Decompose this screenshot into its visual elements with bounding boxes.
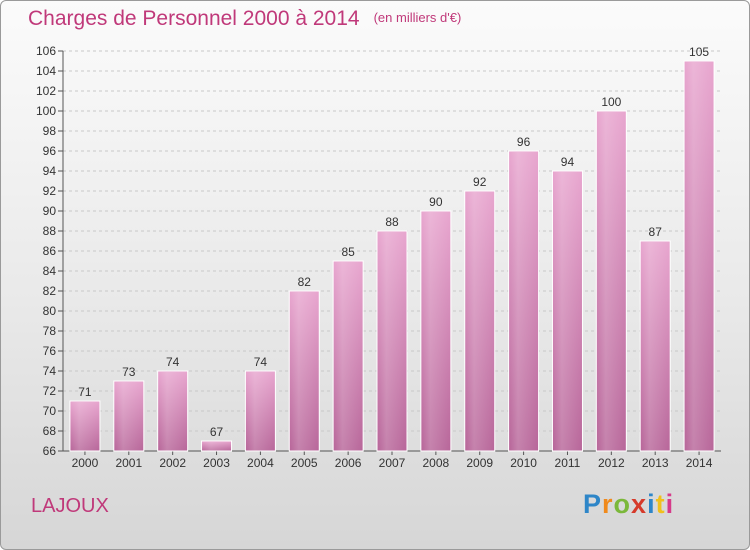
logo-letter: o bbox=[613, 489, 632, 519]
y-tick-label: 86 bbox=[43, 244, 57, 258]
x-tick-label: 2014 bbox=[686, 456, 713, 470]
y-tick-label: 74 bbox=[43, 364, 57, 378]
data-label-2006: 85 bbox=[341, 245, 355, 259]
y-tick-label: 78 bbox=[43, 324, 57, 338]
x-tick-label: 2008 bbox=[423, 456, 450, 470]
bar-shine-2013 bbox=[641, 242, 670, 451]
logo-letter: P bbox=[583, 489, 603, 519]
data-label-2013: 87 bbox=[649, 225, 663, 239]
x-tick-label: 2012 bbox=[598, 456, 625, 470]
y-tick-label: 68 bbox=[43, 424, 57, 438]
bar-shine-2012 bbox=[597, 112, 626, 451]
bar-shine-2001 bbox=[114, 382, 143, 451]
proxiti-logo: Proxiti bbox=[583, 489, 674, 520]
bar-shine-2009 bbox=[465, 192, 494, 451]
data-label-2010: 96 bbox=[517, 135, 531, 149]
logo-letter: x bbox=[631, 489, 648, 519]
y-tick-label: 82 bbox=[43, 284, 57, 298]
data-label-2002: 74 bbox=[166, 355, 180, 369]
y-tick-label: 104 bbox=[36, 64, 56, 78]
bar-shine-2002 bbox=[158, 372, 187, 451]
x-tick-label: 2000 bbox=[72, 456, 99, 470]
data-label-2003: 67 bbox=[210, 425, 224, 439]
x-tick-label: 2007 bbox=[379, 456, 406, 470]
data-label-2012: 100 bbox=[601, 95, 621, 109]
bar-shine-2010 bbox=[509, 152, 538, 451]
data-label-2007: 88 bbox=[385, 215, 399, 229]
y-tick-label: 90 bbox=[43, 204, 57, 218]
data-label-2000: 71 bbox=[78, 385, 92, 399]
x-tick-label: 2001 bbox=[115, 456, 142, 470]
y-tick-label: 84 bbox=[43, 264, 57, 278]
data-label-2008: 90 bbox=[429, 195, 443, 209]
y-tick-label: 88 bbox=[43, 224, 57, 238]
x-tick-label: 2011 bbox=[555, 456, 581, 470]
logo-letter: r bbox=[602, 489, 614, 519]
x-tick-label: 2002 bbox=[159, 456, 186, 470]
y-tick-label: 76 bbox=[43, 344, 57, 358]
y-tick-label: 100 bbox=[36, 104, 56, 118]
data-label-2011: 94 bbox=[561, 155, 575, 169]
bar-shine-2006 bbox=[334, 262, 363, 451]
logo-letter: i bbox=[647, 489, 656, 519]
y-tick-label: 70 bbox=[43, 404, 57, 418]
bar-shine-2003 bbox=[202, 442, 231, 451]
y-tick-label: 102 bbox=[36, 84, 56, 98]
labels: 66 68 70 72 74 76 78 80 82 84 86 88 90 92 94 96 98 100 102… bbox=[36, 44, 713, 470]
x-tick-label: 2004 bbox=[247, 456, 274, 470]
data-label-2014: 105 bbox=[689, 45, 709, 59]
data-label-2004: 74 bbox=[254, 355, 268, 369]
x-tick-label: 2006 bbox=[335, 456, 362, 470]
chart-unit: (en milliers d'€) bbox=[373, 10, 462, 25]
x-tick-label: 2005 bbox=[291, 456, 318, 470]
logo-letter: i bbox=[665, 489, 675, 519]
data-label-2001: 73 bbox=[122, 365, 136, 379]
bar-shine-2004 bbox=[246, 372, 275, 451]
commune-name: LAJOUX bbox=[31, 495, 109, 517]
bar-shine-2011 bbox=[553, 172, 582, 451]
bar-shine-2007 bbox=[378, 232, 406, 451]
y-tick-label: 98 bbox=[43, 124, 57, 138]
y-tick-label: 106 bbox=[36, 44, 56, 58]
chart-title: Charges de Personnel 2000 à 2014 (en mill… bbox=[28, 7, 461, 31]
bar-shine-2000 bbox=[70, 402, 99, 451]
bar-shine-2008 bbox=[421, 212, 450, 451]
y-tick-label: 72 bbox=[43, 384, 57, 398]
logo-letter: t bbox=[655, 489, 666, 519]
x-tick-label: 2003 bbox=[203, 456, 230, 470]
data-label-2005: 82 bbox=[298, 275, 312, 289]
y-tick-label: 92 bbox=[43, 184, 57, 198]
chart-title-text: Charges de Personnel 2000 à 2014 bbox=[28, 7, 360, 30]
bar-shine-2005 bbox=[290, 292, 319, 451]
data-label-2009: 92 bbox=[473, 175, 487, 189]
x-tick-label: 2010 bbox=[510, 456, 537, 470]
x-tick-label: 2013 bbox=[642, 456, 669, 470]
bars bbox=[69, 60, 715, 452]
y-tick-label: 96 bbox=[43, 144, 57, 158]
y-tick-label: 94 bbox=[43, 164, 57, 178]
x-tick-label: 2009 bbox=[466, 456, 493, 470]
bar-shine-2014 bbox=[685, 62, 714, 451]
y-tick-label: 66 bbox=[43, 444, 57, 458]
y-tick-label: 80 bbox=[43, 304, 57, 318]
